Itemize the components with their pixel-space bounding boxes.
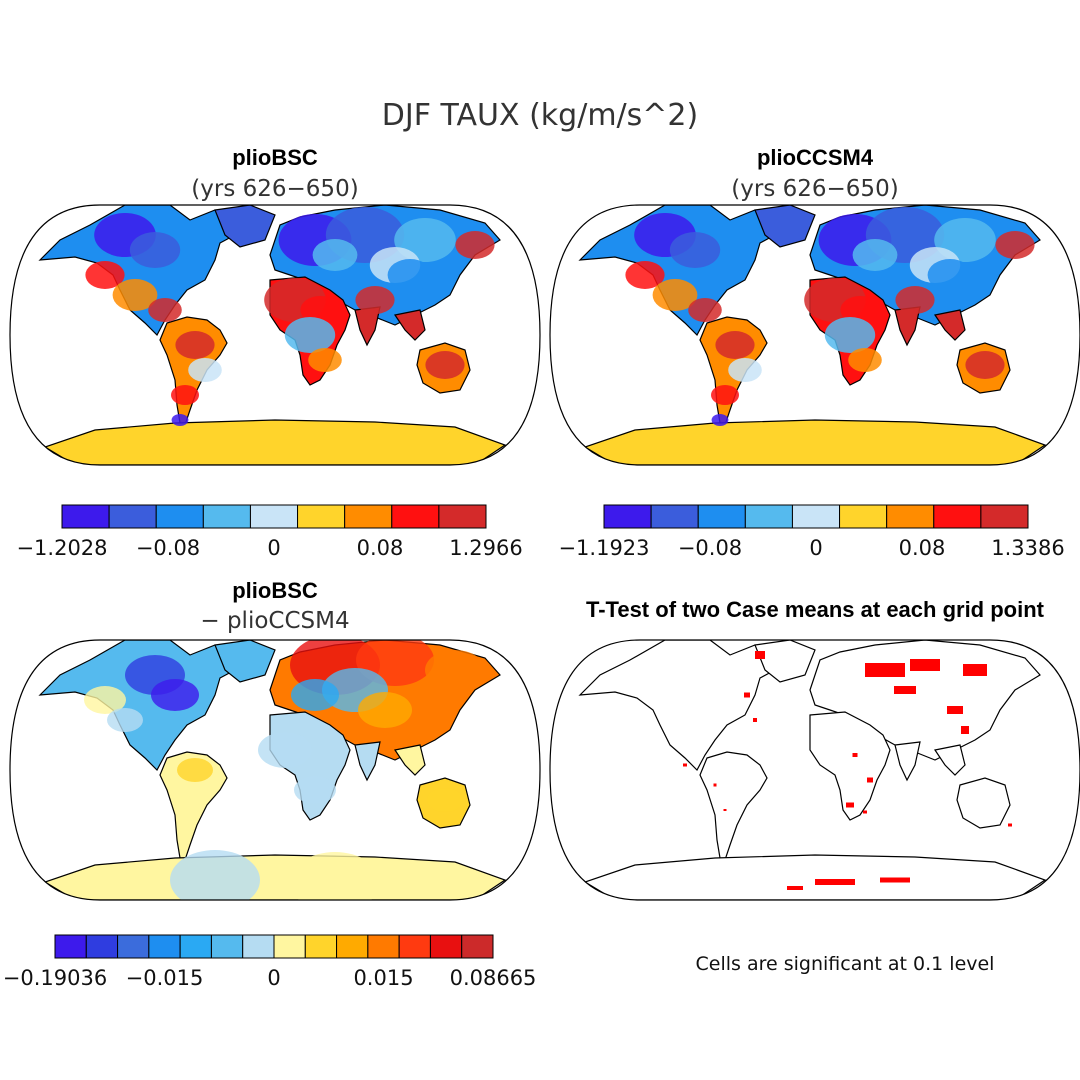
significant-cell [753, 718, 757, 722]
colorbar-swatch [367, 934, 400, 959]
significant-cell [787, 886, 803, 890]
significant-cell [963, 664, 987, 676]
colorbar-bsc: −1.2028 −0.08 0 0.08 1.2966 [16, 504, 523, 560]
significant-cell [863, 810, 867, 814]
colorbar-label: 0.015 [353, 966, 413, 990]
colorbar-swatch [461, 934, 494, 959]
panel-bsc: plioBSC (yrs 626−650) −1.2028 −0.08 0 0.08 1.2… [9, 145, 541, 560]
significant-cell [961, 726, 969, 734]
colorbar-swatch [179, 934, 212, 959]
colorbar-swatch [108, 504, 157, 529]
colorbar-swatch [273, 934, 306, 959]
panel-ccsm4: plioCCSM4 (yrs 626−650) −1.1923 −0.08 0 0.08 1… [549, 145, 1080, 560]
colorbar-swatch [117, 934, 150, 959]
colorbar-swatch [297, 504, 346, 529]
colorbar-swatch [148, 934, 181, 959]
significant-cell [865, 663, 905, 677]
colorbar-swatch [85, 934, 119, 959]
colorbar-swatch [886, 504, 935, 529]
colorbar-swatch [438, 504, 487, 529]
colorbar-swatch [791, 504, 841, 529]
colorbar-swatch [980, 504, 1029, 529]
globe-border [549, 204, 1080, 466]
panel-title: plioBSC [232, 145, 318, 170]
significant-cell [852, 753, 858, 757]
panel-ttest: T-Test of two Case means at each grid po… [549, 597, 1080, 975]
colorbar-swatch [249, 504, 299, 529]
colorbar-swatch [697, 504, 746, 529]
panels-layer: plioBSC (yrs 626−650) −1.2028 −0.08 0 0.08 1.2… [3, 145, 1080, 990]
significant-cell [894, 686, 916, 694]
significant-cell [815, 879, 855, 885]
significant-cell [846, 802, 854, 808]
panel-title: plioBSC [232, 578, 318, 603]
colorbar-swatch [61, 504, 110, 529]
significant-cell [910, 659, 940, 671]
colorbar-swatch [429, 934, 463, 959]
colorbar-swatch [336, 934, 369, 959]
colorbar-swatch [344, 504, 393, 529]
colorbar-label: 0 [809, 536, 822, 560]
colorbar-label: 0 [267, 536, 280, 560]
colorbar-swatch [839, 504, 888, 529]
map-diff [9, 639, 541, 901]
colorbar-swatch [242, 934, 275, 959]
colorbar-label: −0.08 [136, 536, 200, 560]
colorbar-label: −0.08 [678, 536, 742, 560]
colorbar-swatch [54, 934, 87, 959]
colorbar-swatch [603, 504, 652, 529]
panel-subtitle: − plioCCSM4 [200, 608, 349, 634]
colorbar-swatch [398, 934, 431, 959]
colorbar-ccsm4: −1.1923 −0.08 0 0.08 1.3386 [558, 504, 1065, 560]
panel-subtitle: (yrs 626−650) [191, 176, 358, 202]
colorbar-swatch [933, 504, 982, 529]
panel-title: plioCCSM4 [757, 145, 874, 170]
colorbar-swatch [155, 504, 204, 529]
colorbar-label: 0.08665 [450, 966, 537, 990]
colorbar-label: −0.015 [126, 966, 204, 990]
figure-title: DJF TAUX (kg/m/s^2) [382, 98, 698, 133]
panel-diff: plioBSC − plioCCSM4 −0.19036 −0.015 0 0.015 0.… [3, 578, 541, 990]
colorbar-swatch [744, 504, 793, 529]
significant-cell [683, 763, 687, 767]
colorbar-label: 0 [267, 966, 280, 990]
colorbar-label: 1.3386 [991, 536, 1064, 560]
colorbar-swatch [650, 504, 699, 529]
globe-border [9, 639, 541, 901]
globe-border [9, 204, 541, 466]
colorbar-label: −1.2028 [16, 536, 107, 560]
significant-cell [947, 706, 963, 714]
map-ccsm4 [549, 204, 1080, 466]
significant-cell [744, 692, 750, 698]
colorbar-swatch [210, 934, 244, 959]
colorbar-label: 0.08 [357, 536, 404, 560]
significant-cell [723, 809, 727, 811]
panel-subtitle: (yrs 626−650) [731, 176, 898, 202]
colorbar-swatch [202, 504, 251, 529]
colorbar-diff: −0.19036 −0.015 0 0.015 0.08665 [3, 934, 537, 990]
colorbar-label: −1.1923 [558, 536, 649, 560]
colorbar-swatch [391, 504, 440, 529]
globe-border [549, 639, 1080, 901]
map-bsc [9, 204, 541, 466]
significant-cell [755, 651, 765, 659]
colorbar-label: 0.08 [899, 536, 946, 560]
significant-cell [713, 783, 717, 787]
significance-note: Cells are significant at 0.1 level [696, 953, 995, 975]
map-ttest [549, 639, 1080, 901]
colorbar-swatch [304, 934, 338, 959]
colorbar-label: 1.2966 [449, 536, 522, 560]
panel-title: T-Test of two Case means at each grid po… [586, 597, 1045, 622]
significant-cell [880, 877, 910, 883]
significant-cell [1008, 823, 1012, 827]
significant-cell [867, 777, 873, 783]
colorbar-label: −0.19036 [3, 966, 107, 990]
